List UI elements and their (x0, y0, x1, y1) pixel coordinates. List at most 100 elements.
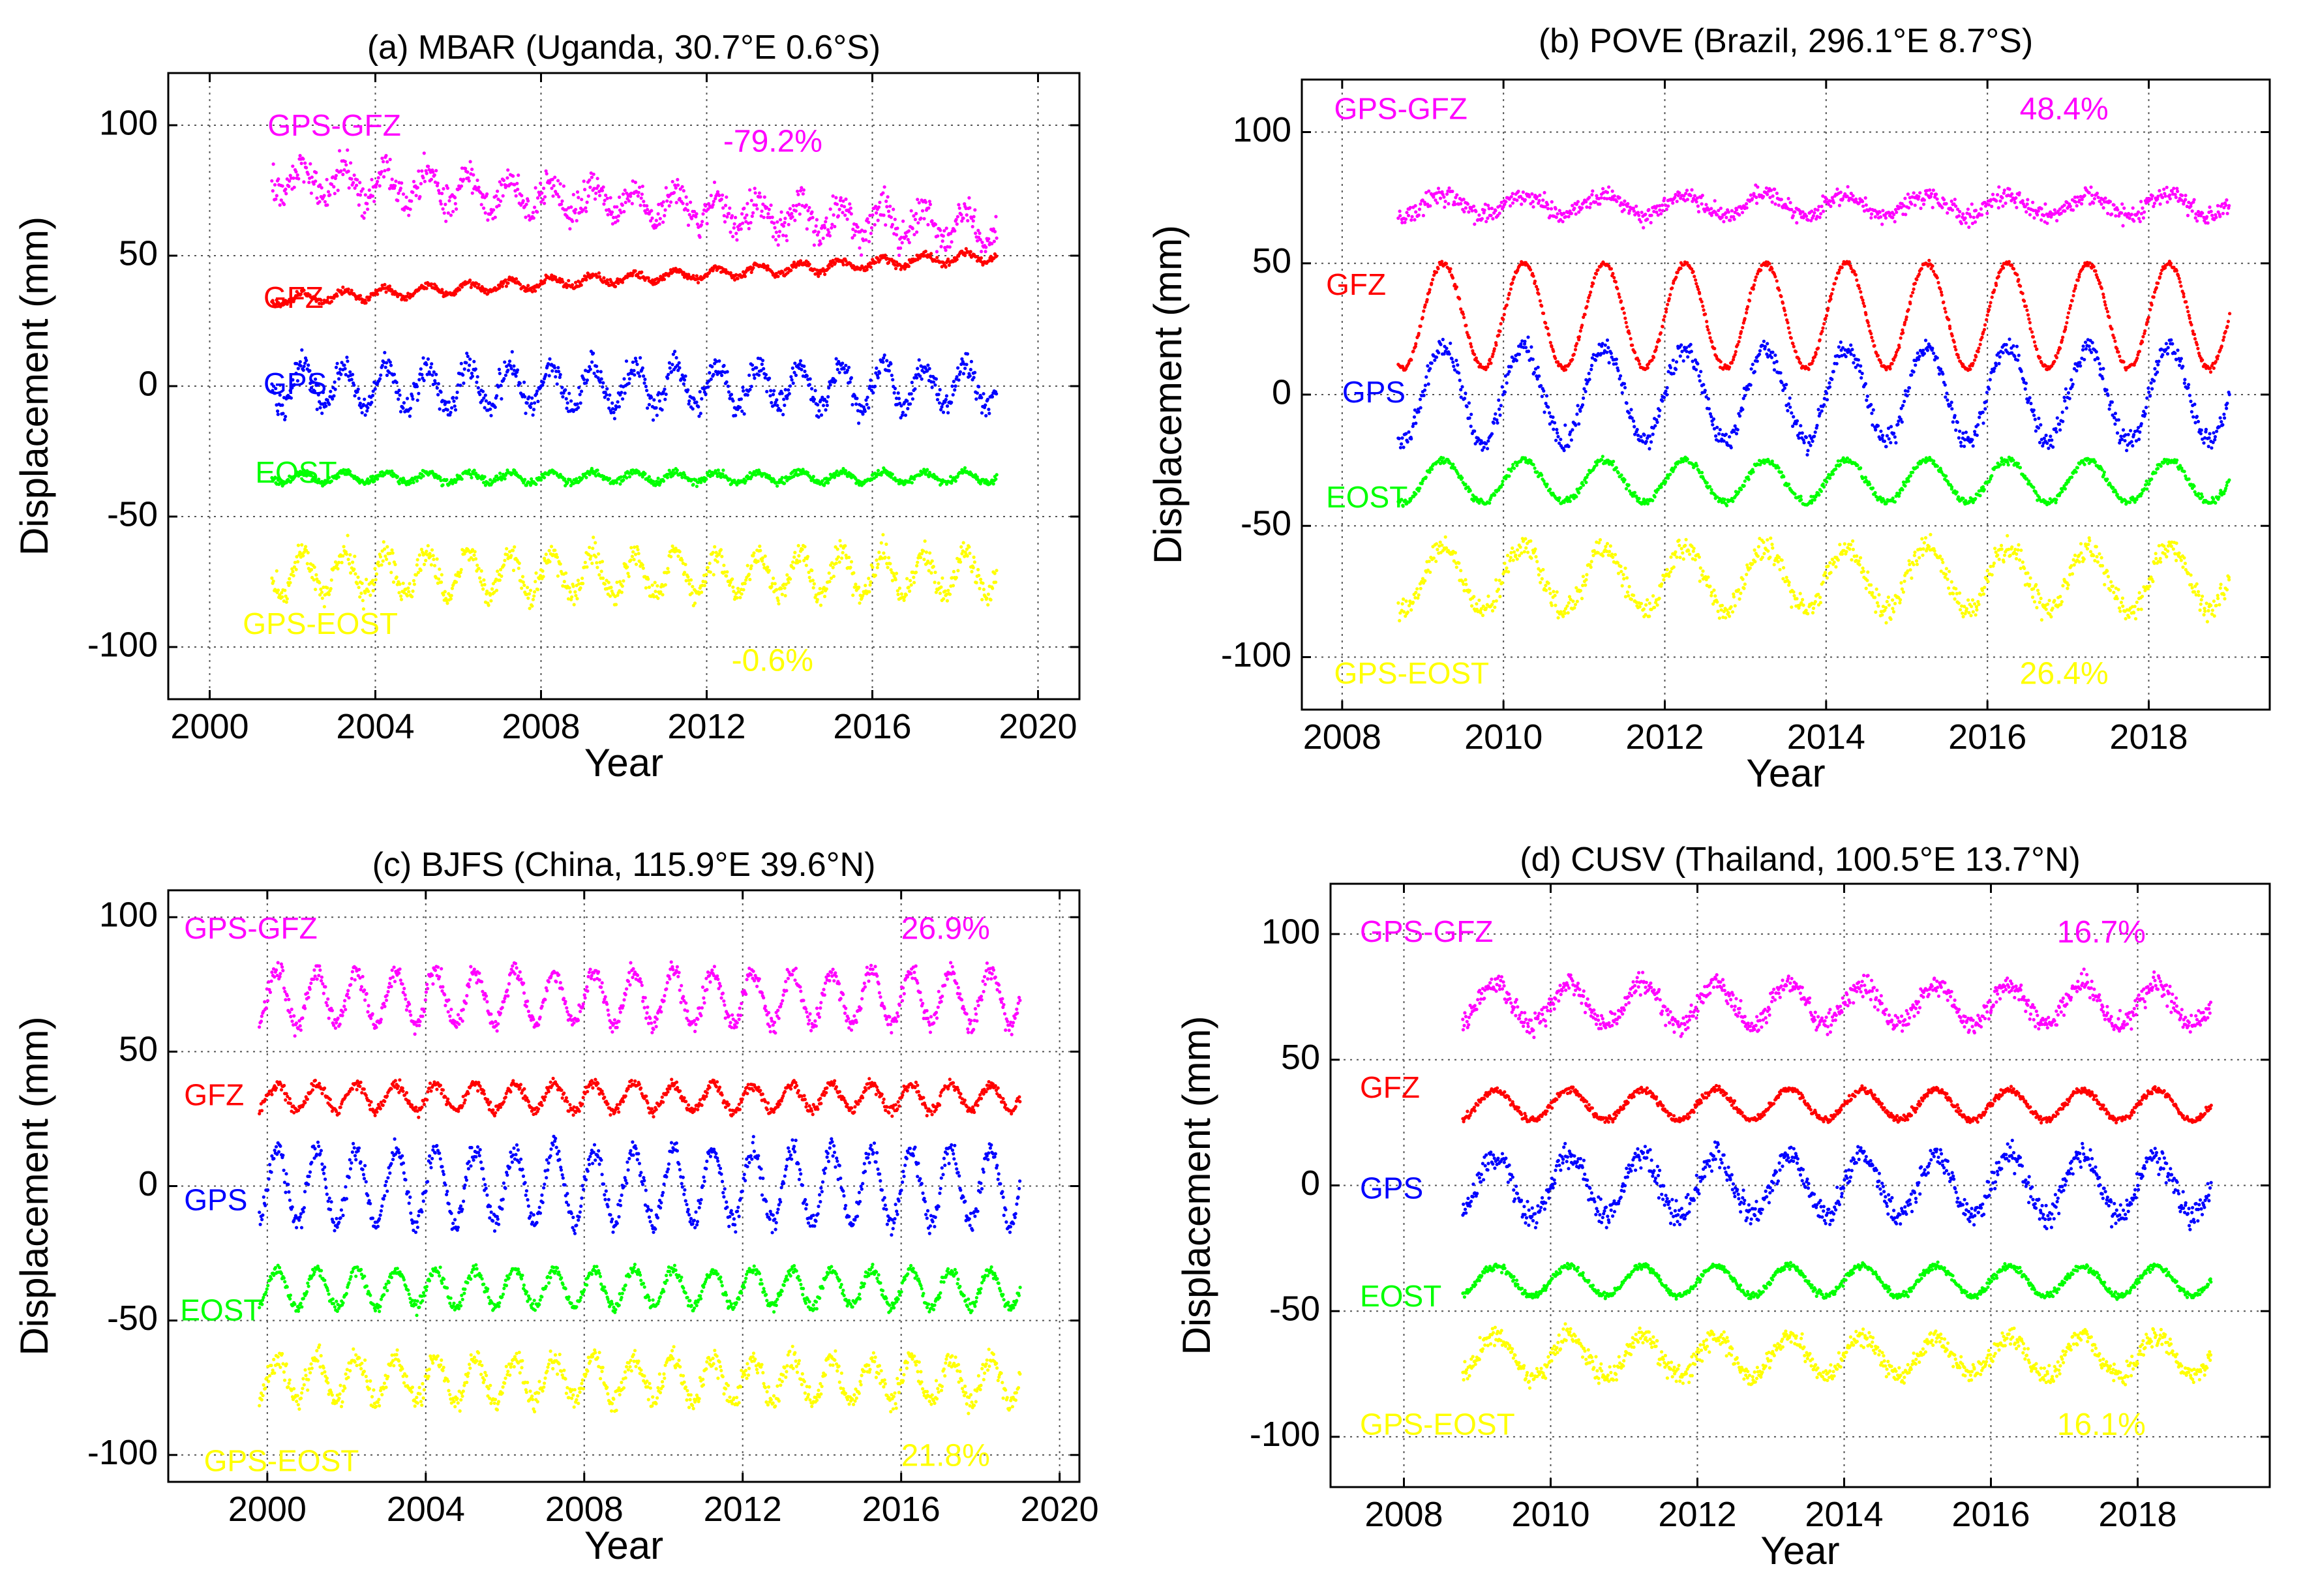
data-point (612, 417, 617, 421)
data-point (897, 586, 901, 590)
data-point (676, 177, 680, 181)
data-point (534, 482, 538, 487)
data-point (624, 359, 629, 363)
data-point (852, 233, 856, 237)
y-tick-label: 100 (99, 103, 158, 142)
data-point (919, 217, 923, 220)
data-point (425, 549, 429, 554)
data-point (924, 249, 927, 253)
data-point (685, 202, 689, 206)
data-point (969, 368, 972, 372)
data-point (449, 597, 453, 601)
data-point (291, 569, 295, 574)
data-point (686, 575, 690, 579)
data-point (1726, 210, 1730, 214)
data-point (367, 298, 371, 302)
data-point (550, 369, 554, 373)
data-point (1528, 195, 1531, 199)
data-point (995, 254, 999, 258)
data-point (991, 482, 995, 486)
data-point (310, 175, 314, 179)
data-point (797, 554, 801, 558)
data-point (326, 190, 331, 194)
data-point (915, 564, 919, 568)
data-point (327, 402, 331, 406)
data-point (494, 194, 498, 198)
data-point (805, 374, 809, 378)
data-point (453, 408, 458, 412)
data-point (627, 377, 631, 381)
data-point (318, 406, 322, 410)
data-point (867, 577, 871, 580)
data-point (758, 544, 762, 549)
data-point (622, 478, 625, 482)
data-point (765, 389, 769, 394)
data-point (748, 387, 752, 391)
data-point (397, 191, 400, 195)
data-point (876, 218, 880, 222)
data-point (637, 371, 640, 375)
data-point (300, 348, 304, 352)
data-point (539, 200, 543, 204)
data-point (346, 359, 350, 363)
data-point (519, 282, 522, 286)
data-point (442, 187, 445, 190)
data-point (755, 366, 759, 370)
data-point (372, 582, 376, 586)
data-point (1466, 202, 1470, 206)
data-point (811, 475, 815, 479)
data-point (593, 197, 597, 201)
data-point (419, 547, 424, 552)
data-point (873, 223, 877, 227)
data-point (889, 362, 893, 366)
data-point (762, 215, 766, 219)
data-point (827, 571, 831, 575)
data-point (738, 406, 742, 410)
data-point (742, 206, 746, 210)
data-point (404, 298, 408, 302)
data-point (689, 578, 693, 582)
data-point (1769, 188, 1773, 192)
data-point (373, 567, 377, 571)
data-point (592, 535, 595, 539)
data-point (907, 241, 911, 245)
data-point (711, 550, 715, 554)
data-point (807, 383, 811, 387)
data-point (827, 230, 831, 234)
data-point (350, 288, 354, 292)
data-point (706, 385, 710, 389)
series-gps-eost (270, 533, 999, 611)
data-point (397, 591, 401, 595)
data-point (635, 363, 639, 367)
data-point (994, 477, 998, 481)
data-point (661, 593, 665, 597)
data-point (408, 406, 413, 410)
data-point (686, 388, 690, 392)
data-point (695, 274, 699, 278)
data-point (418, 195, 422, 199)
data-point (900, 414, 904, 417)
data-point (987, 408, 991, 412)
data-point (485, 192, 489, 196)
data-point (767, 207, 771, 211)
data-point (1755, 202, 1759, 205)
data-point (1451, 189, 1454, 193)
data-point (627, 199, 631, 203)
data-point (461, 373, 465, 377)
data-point (1786, 196, 1790, 201)
data-point (571, 219, 575, 223)
data-point (944, 226, 948, 230)
data-point (595, 468, 599, 472)
data-point (1569, 211, 1574, 215)
data-point (960, 219, 964, 223)
data-point (526, 586, 530, 590)
data-point (1562, 211, 1566, 215)
data-point (835, 367, 839, 372)
data-point (682, 382, 685, 386)
data-point (574, 594, 578, 597)
data-point (640, 366, 644, 370)
data-point (297, 177, 301, 181)
data-point (346, 148, 350, 152)
data-point (536, 588, 540, 592)
data-point (717, 552, 721, 556)
